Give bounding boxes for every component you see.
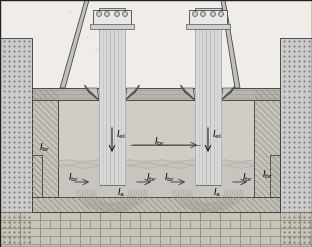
Bar — [186, 24, 230, 29]
Text: $I_{\mathrm{br}}$: $I_{\mathrm{br}}$ — [154, 136, 166, 148]
Text: $I_{\mathrm{el}}$: $I_{\mathrm{el}}$ — [212, 129, 222, 141]
Text: $I_{\mathrm{el}}$: $I_{\mathrm{el}}$ — [116, 129, 126, 141]
Bar — [0, 212, 312, 247]
Bar — [90, 24, 134, 29]
Circle shape — [211, 12, 216, 17]
Bar — [254, 90, 280, 197]
Bar — [58, 160, 254, 197]
Circle shape — [201, 12, 206, 17]
Bar — [32, 88, 280, 100]
Circle shape — [123, 12, 128, 17]
Circle shape — [96, 12, 101, 17]
Polygon shape — [125, 88, 137, 100]
Bar — [58, 100, 254, 160]
Circle shape — [193, 12, 197, 17]
Text: $I_{\mathrm{br}}$: $I_{\mathrm{br}}$ — [68, 172, 80, 184]
Text: $I_{\mathrm{br}}$: $I_{\mathrm{br}}$ — [164, 172, 176, 184]
Polygon shape — [183, 88, 195, 100]
Bar — [32, 155, 42, 197]
Circle shape — [218, 12, 223, 17]
Polygon shape — [87, 88, 99, 100]
Bar — [32, 197, 280, 212]
Text: $I_{\mathrm{br}}$: $I_{\mathrm{br}}$ — [146, 172, 158, 184]
Text: $I_{\mathrm{br}}$: $I_{\mathrm{br}}$ — [242, 172, 254, 184]
Text: $I_{\mathrm{a}}$: $I_{\mathrm{a}}$ — [117, 187, 125, 199]
Bar — [189, 10, 227, 28]
Bar — [0, 38, 32, 247]
Bar — [99, 8, 125, 185]
Circle shape — [105, 12, 110, 17]
Text: $I_{\mathrm{a}}$: $I_{\mathrm{a}}$ — [213, 187, 221, 199]
Bar — [32, 90, 58, 197]
Text: $I_{\mathrm{br}}$: $I_{\mathrm{br}}$ — [39, 142, 51, 154]
Circle shape — [115, 12, 119, 17]
Bar — [280, 38, 312, 247]
Bar — [93, 10, 131, 28]
Polygon shape — [221, 88, 233, 100]
Bar — [270, 155, 280, 197]
Polygon shape — [60, 0, 89, 88]
Text: $I_{\mathrm{br}}$: $I_{\mathrm{br}}$ — [262, 169, 274, 181]
Bar — [195, 8, 221, 185]
Polygon shape — [221, 0, 240, 88]
